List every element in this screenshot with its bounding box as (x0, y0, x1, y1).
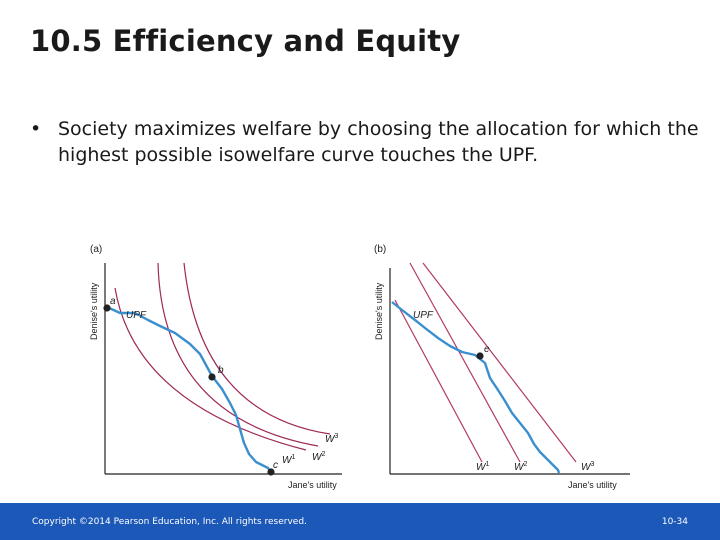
panel-b-point-e-label: e (484, 344, 490, 355)
panel-b-x-axis-label: Jane's utility (568, 480, 617, 490)
panel-a-label: (a) (90, 244, 102, 255)
panel-a-point-b-label: b (218, 365, 224, 376)
panel-b-isowelfare-w1 (394, 299, 483, 463)
panel-a-upf-curve (106, 305, 271, 472)
panel-b-isowelfare-w3 (422, 262, 577, 463)
panel-a-point-c (267, 468, 275, 476)
panel-a-point-a-label: a (110, 296, 116, 307)
panel-a-point-c-label: c (273, 460, 278, 471)
panel-b-w2-label: W2 (514, 461, 527, 473)
footer-bar: Copyright ©2014 Pearson Education, Inc. … (0, 503, 720, 540)
panel-b-y-axis-label: Denise's utility (374, 282, 384, 340)
bullet-item: • Society maximizes welfare by choosing … (30, 116, 700, 168)
panel-b-isowelfare-w2 (409, 262, 521, 463)
panel-a-isowelfare-w1 (114, 287, 307, 451)
panel-a-w3-label: W3 (325, 433, 338, 445)
panel-a-x-axis-label: Jane's utility (288, 480, 337, 490)
panel-a-y-axis-label: Denise's utility (89, 282, 99, 340)
copyright-text: Copyright ©2014 Pearson Education, Inc. … (32, 517, 307, 527)
panel-a-w1-label: W1 (282, 454, 295, 466)
panel-b-w3-label: W3 (581, 461, 594, 473)
panel-a-point-b (208, 373, 216, 381)
bullet-text: Society maximizes welfare by choosing th… (58, 118, 699, 166)
panel-a-w2-label: W2 (312, 451, 325, 463)
panel-b-point-e (476, 352, 484, 360)
bullet-list: • Society maximizes welfare by choosing … (30, 116, 700, 168)
panel-b-upf-label: UPF (413, 310, 434, 321)
slide-number: 10-34 (661, 517, 688, 527)
panel-a-isowelfare-w3 (183, 262, 331, 435)
panel-b-upf-curve (391, 301, 561, 474)
slide-title: 10.5 Efficiency and Equity (30, 24, 461, 58)
panel-b: (b) Denise's utility Jane's utility UPF … (374, 244, 630, 490)
panel-a-upf-label: UPF (126, 310, 147, 321)
panel-b-w1-label: W1 (476, 461, 489, 473)
efficiency-equity-figure: (a) Denise's utility Jane's utility UPF … (89, 244, 630, 490)
bullet-marker: • (30, 118, 42, 140)
panel-a-isowelfare-w2 (157, 262, 319, 447)
panel-b-label: (b) (374, 244, 386, 255)
panel-a: (a) Denise's utility Jane's utility UPF … (89, 244, 342, 490)
panel-a-point-a (103, 304, 111, 312)
